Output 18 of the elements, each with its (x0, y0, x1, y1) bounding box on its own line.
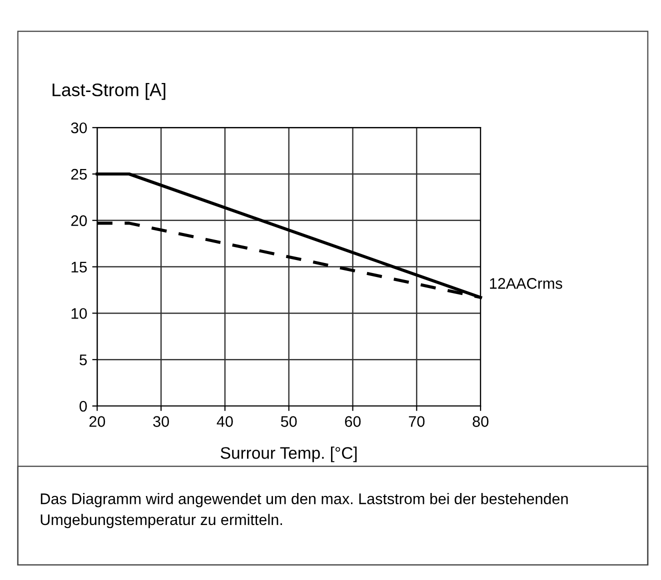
x-tick-label: 80 (472, 416, 488, 427)
x-tick-label: 20 (89, 416, 106, 427)
y-tick-label: 15 (72, 262, 87, 272)
x-tick-label: 70 (408, 416, 425, 427)
x-axis-title: Surrour Temp. [°C] (220, 446, 357, 462)
x-tick-label: 60 (345, 416, 361, 427)
y-tick-label: 5 (80, 354, 87, 366)
x-tick-label: 50 (280, 416, 297, 427)
y-tick-label: 0 (80, 400, 87, 412)
y-axis-title: Last-Strom [A] (52, 82, 166, 100)
y-tick-label: 10 (72, 308, 87, 319)
text: Das Diagramm wird angewendet um den max. Laststrom bei der bestehenden Umgebungstemperatur zu ermitteln. (40, 493, 568, 528)
annotation: 12AACrms (490, 278, 562, 289)
y-tick-label: 20 (71, 215, 87, 226)
y-tick-label: 25 (71, 168, 87, 180)
x-tick-label: 30 (153, 416, 169, 427)
y-tick-label: 30 (71, 122, 87, 134)
x-tick-label: 40 (216, 416, 233, 427)
